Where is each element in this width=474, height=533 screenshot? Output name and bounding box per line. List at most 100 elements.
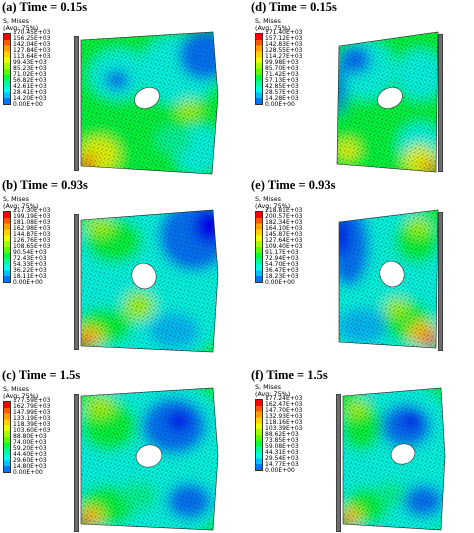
fixed-wall [438, 212, 443, 351]
stress-contour-plate [342, 387, 446, 531]
stress-contour-plate [338, 209, 439, 349]
legend-tick-label: 57.13E+03 [265, 77, 299, 84]
legend-tick-label: 118.16E+03 [265, 419, 303, 426]
legend-tick-label: 0.00E+00 [13, 279, 43, 286]
legend-tick-label: 171.40E+03 [265, 29, 303, 36]
legend-tick-label: 72.43E+03 [13, 255, 47, 262]
legend-tick-label: 162.47E+03 [265, 401, 303, 408]
legend-tick-label: 126.76E+03 [13, 237, 51, 244]
legend-tick-label: 44.40E+03 [13, 451, 47, 458]
legend-tick-label: 0.00E+00 [13, 469, 43, 476]
legend-tick-label: 164.10E+03 [265, 225, 303, 232]
legend-tick-label: 91.17E+03 [265, 249, 299, 256]
panel-title: (c) Time = 1.5s [2, 368, 81, 382]
legend-ticks: 171.40E+03 157.12E+03 142.83E+03 128.55E+03… [265, 30, 302, 108]
legend-tick-label: 85.70E+03 [265, 65, 299, 72]
legend-tick-label: 99.98E+03 [265, 59, 299, 66]
color-bar [255, 33, 263, 105]
legend-tick-label: 0.00E+00 [13, 101, 43, 108]
legend-tick-label: 127.64E+03 [265, 237, 303, 244]
legend-tick-label: 145.87E+03 [265, 231, 303, 238]
panel-e: (e) Time = 0.93s S, Mises (Avg: 75%) 218… [237, 178, 474, 355]
legend-tick-label: 162.98E+03 [13, 225, 51, 232]
legend-tick-label: 156.25E+03 [13, 35, 51, 42]
color-bar [3, 33, 11, 105]
legend-tick-label: 132.93E+03 [265, 413, 303, 420]
legend-variable: S, Mises [3, 195, 29, 203]
panel-title: (e) Time = 0.93s [251, 178, 336, 192]
legend-tick-label: 177.59E+03 [13, 397, 51, 404]
fixed-wall [438, 34, 443, 172]
legend-tick-label: 59.08E+03 [265, 443, 299, 450]
legend-tick-label: 218.81E+03 [265, 207, 303, 214]
legend-tick-label: 59.20E+03 [13, 445, 47, 452]
legend-tick-label: 182.34E+03 [265, 219, 303, 226]
legend-tick-label: 144.87E+03 [13, 231, 51, 238]
stress-legend: S, Mises (Avg: 75%) 218.81E+03 200.57E+03… [255, 196, 319, 289]
color-bar [255, 211, 263, 283]
legend-tick-label: 177.24E+03 [265, 395, 303, 402]
legend-tick-label: 109.40E+03 [265, 243, 303, 250]
legend-tick-label: 36.47E+03 [265, 267, 299, 274]
legend-tick-label: 0.00E+00 [265, 101, 295, 108]
legend-tick-label: 170.45E+03 [13, 29, 51, 36]
legend-tick-label: 142.83E+03 [265, 41, 303, 48]
stress-contour-plate [80, 209, 219, 353]
stress-contour-plate [80, 387, 219, 531]
legend-tick-label: 142.04E+03 [13, 41, 51, 48]
legend-tick-label: 147.70E+03 [265, 407, 303, 414]
stress-legend: S, Mises (Avg: 75%) 170.45E+03 156.25E+03… [3, 18, 67, 111]
legend-tick-label: 71.02E+03 [13, 71, 47, 78]
panel-a: (a) Time = 0.15s S, Mises (Avg: 75%) 170… [0, 0, 237, 177]
legend-tick-label: 14.20E+03 [13, 95, 47, 102]
panel-b: (b) Time = 0.93s S, Mises (Avg: 75%) 217… [0, 178, 237, 355]
legend-tick-label: 162.79E+03 [13, 403, 51, 410]
legend-variable: S, Mises [255, 383, 281, 391]
legend-tick-label: 147.99E+03 [13, 409, 51, 416]
stress-legend: S, Mises (Avg: 75%) 171.40E+03 157.12E+03… [255, 18, 319, 111]
legend-tick-label: 90.54E+03 [13, 249, 47, 256]
legend-averaging: (Avg: 75%) [3, 392, 39, 400]
legend-tick-label: 74.00E+03 [13, 439, 47, 446]
legend-ticks: 217.30E+03 199.19E+03 181.08E+03 162.98E+03… [13, 208, 50, 286]
panel-title: (b) Time = 0.93s [2, 178, 88, 192]
legend-tick-label: 200.57E+03 [265, 213, 303, 220]
legend-tick-label: 42.85E+03 [265, 83, 299, 90]
stress-contour-plate [80, 31, 219, 175]
legend-tick-label: 199.19E+03 [13, 213, 51, 220]
legend-tick-label: 99.43E+03 [13, 59, 47, 66]
legend-tick-label: 88.80E+03 [13, 433, 47, 440]
legend-tick-label: 127.84E+03 [13, 47, 51, 54]
panel-d: (d) Time = 0.15s S, Mises (Avg: 75%) 171… [237, 0, 474, 177]
panel-c: (c) Time = 1.5s S, Mises (Avg: 75%) 177.… [0, 356, 237, 533]
legend-ticks: 218.81E+03 200.57E+03 182.34E+03 164.10E+03… [265, 208, 302, 286]
legend-tick-label: 108.65E+03 [13, 243, 51, 250]
panel-title: (f) Time = 1.5s [251, 368, 328, 382]
legend-ticks: 170.45E+03 156.25E+03 142.04E+03 127.84E+03… [13, 30, 50, 108]
stress-legend: S, Mises (Avg: 75%) 217.30E+03 199.19E+03… [3, 196, 67, 289]
legend-tick-label: 14.28E+03 [265, 95, 299, 102]
legend-tick-label: 157.12E+03 [265, 35, 303, 42]
legend-tick-label: 14.77E+03 [265, 461, 299, 468]
legend-tick-label: 103.39E+03 [265, 425, 303, 432]
legend-tick-label: 28.57E+03 [265, 89, 299, 96]
legend-tick-label: 54.33E+03 [13, 261, 47, 268]
color-bar [255, 399, 263, 471]
panel-f: (f) Time = 1.5s S, Mises (Avg: 75%) 177.… [237, 356, 474, 533]
fixed-wall [74, 214, 79, 350]
legend-variable: S, Mises [255, 195, 281, 203]
panel-title: (a) Time = 0.15s [2, 0, 88, 14]
legend-variable: S, Mises [255, 17, 281, 25]
legend-tick-label: 0.00E+00 [265, 279, 295, 286]
legend-tick-label: 114.27E+03 [265, 53, 303, 60]
legend-averaging: (Avg: 75%) [255, 24, 291, 32]
legend-tick-label: 133.19E+03 [13, 415, 51, 422]
legend-tick-label: 42.61E+03 [13, 83, 47, 90]
legend-tick-label: 128.55E+03 [265, 47, 303, 54]
legend-tick-label: 56.82E+03 [13, 77, 47, 84]
legend-tick-label: 73.85E+03 [265, 437, 299, 444]
legend-tick-label: 44.31E+03 [265, 449, 299, 456]
legend-averaging: (Avg: 75%) [3, 202, 39, 210]
fixed-wall [74, 36, 79, 171]
stress-legend: S, Mises (Avg: 75%) 177.59E+03 162.79E+03… [3, 386, 67, 479]
